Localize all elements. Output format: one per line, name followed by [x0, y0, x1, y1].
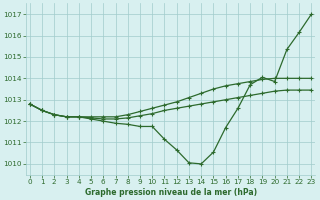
- X-axis label: Graphe pression niveau de la mer (hPa): Graphe pression niveau de la mer (hPa): [84, 188, 257, 197]
